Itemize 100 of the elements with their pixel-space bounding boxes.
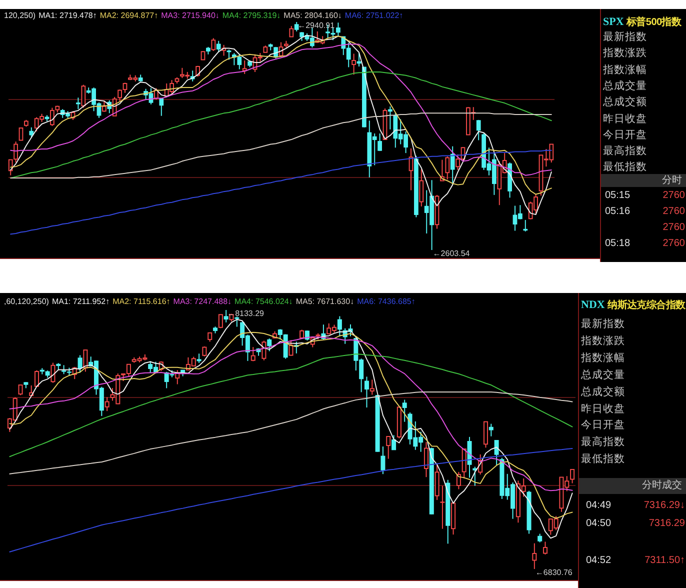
candlestick [392, 434, 396, 450]
text: 指数涨幅 [581, 350, 625, 365]
annotation: ←8133.29 [227, 309, 265, 318]
candlestick [468, 436, 472, 478]
data-label: 2760 [662, 190, 685, 202]
candlestick [378, 132, 382, 152]
candlestick [19, 128, 24, 141]
candlestick [370, 379, 375, 396]
candlestick [472, 466, 478, 486]
candlestick [424, 442, 429, 478]
text: MA5: 2804.160↓ [284, 11, 342, 21]
candlestick [494, 440, 500, 466]
candlestick [197, 353, 202, 364]
candlestick [160, 98, 164, 116]
candlestick [212, 38, 216, 52]
table-header-bar: 分时 [601, 174, 686, 187]
text: 最新指数 [603, 30, 647, 44]
category-label: 05:18 [605, 238, 630, 250]
data-label: 2760 [662, 222, 685, 234]
annotation: ←2940.91 [298, 21, 336, 30]
table-header-bar: 分时成交 [579, 478, 686, 494]
text: 总成交量 [603, 78, 647, 93]
candlestick [290, 25, 294, 38]
data-label: 2760 [662, 238, 685, 250]
candlestick [83, 349, 88, 372]
text: 指数涨跌 [603, 46, 647, 60]
candlestick [267, 338, 272, 352]
data-label: 2760 [662, 206, 685, 218]
candlestick [224, 310, 229, 323]
text: 总成交额 [581, 384, 625, 399]
category-label: 05:16 [605, 206, 630, 218]
candlestick [435, 464, 440, 500]
candlestick [402, 399, 408, 422]
text: MA2: 7115.616↑ [112, 297, 170, 307]
data-label: 7316.29 [648, 518, 685, 530]
text: 总成交量 [581, 368, 625, 382]
annotation: ←2603.54 [433, 249, 471, 258]
text: 今日开盘 [603, 128, 647, 142]
text: NDX 纳斯达克综合指数 [581, 299, 686, 311]
candlestick [450, 146, 456, 186]
text: MA6: 2751.022↑ [344, 11, 404, 21]
candlestick [234, 316, 240, 328]
candlestick [524, 219, 528, 232]
legend-title: ,60,120,250) [4, 297, 49, 307]
text: 最高指数 [581, 435, 625, 450]
candlestick [352, 53, 356, 76]
category-label: 05:15 [605, 190, 630, 202]
candlestick [336, 22, 341, 36]
text: MA3: 7247.488↓ [173, 297, 232, 307]
text: 昨日收盘 [581, 402, 625, 416]
candlestick [262, 340, 267, 361]
text: 昨日收盘 [603, 112, 647, 126]
candlestick [484, 421, 488, 448]
candlestick [102, 100, 107, 112]
text: MA1: 2719.478↑ [38, 11, 97, 21]
category-label: 04:50 [586, 518, 612, 530]
annotation: ←6830.76 [536, 568, 574, 577]
candlestick [420, 168, 424, 207]
candlestick [462, 448, 467, 479]
data-label: 7316.29↓ [644, 500, 685, 512]
category-label: 04:52 [586, 554, 612, 567]
candlestick [51, 362, 56, 384]
candlestick [30, 126, 34, 138]
candlestick [216, 40, 222, 53]
candlestick [227, 49, 232, 60]
candlestick [82, 84, 86, 108]
text: MA3: 2715.940↓ [161, 11, 220, 21]
candlestick [289, 340, 294, 356]
text: 指数涨跌 [581, 334, 625, 348]
text: MA1: 7211.952↑ [52, 297, 110, 307]
text: 指数涨幅 [603, 62, 647, 77]
candlestick [76, 97, 81, 110]
text: MA5: 7671.630↓ [296, 297, 354, 307]
text: MA6: 7436.685↑ [357, 297, 416, 307]
candlestick [78, 354, 83, 374]
text: SPX 标普500指数 [603, 16, 682, 28]
candlestick [388, 106, 393, 130]
text: 最新指数 [581, 317, 625, 331]
candlestick [532, 542, 537, 570]
text: 总成交额 [603, 95, 647, 110]
candlestick [489, 423, 494, 437]
candlestick [456, 471, 462, 490]
candlestick [14, 141, 18, 164]
candlestick [381, 446, 386, 475]
data-label: 7311.50↑ [644, 554, 685, 567]
candlestick [105, 396, 110, 412]
candlestick [18, 384, 24, 396]
candlestick [440, 485, 446, 530]
candlestick [446, 156, 450, 180]
text: MA4: 2795.319↓ [222, 11, 281, 21]
candlestick [386, 436, 391, 460]
text: MA4: 7546.024↓ [234, 297, 293, 307]
candlestick [476, 119, 482, 141]
text: 最高指数 [603, 144, 647, 158]
category-label: 04:49 [586, 500, 612, 512]
candlestick [338, 316, 342, 338]
text: 今日开盘 [581, 418, 625, 432]
candlestick [364, 376, 370, 408]
candlestick [570, 469, 575, 484]
candlestick [456, 154, 460, 170]
